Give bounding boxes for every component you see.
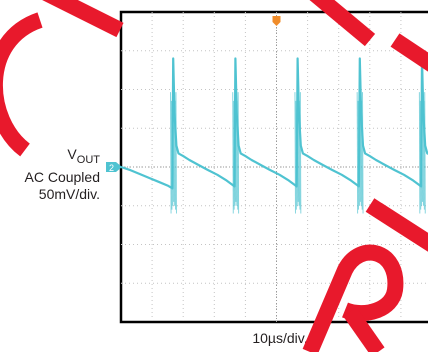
y-axis-label-line2: AC Coupled — [24, 168, 101, 185]
trace-spike-noise — [232, 92, 234, 214]
trace-line — [120, 57, 428, 190]
trace-spike-noise — [358, 109, 360, 206]
trace-spike-noise — [234, 118, 237, 202]
trace-spike-noise — [298, 109, 300, 206]
markers: 2 — [106, 16, 281, 173]
trace-spike-noise — [175, 92, 177, 214]
trace-spike-noise — [362, 92, 364, 214]
trace-spike-noise — [297, 118, 299, 202]
trace-spike-noise — [420, 109, 423, 206]
trace-spike-noise — [424, 92, 426, 214]
trigger-marker-icon — [272, 16, 281, 26]
trace-spike-noise — [233, 100, 235, 210]
y-axis-label: VOUT AC Coupled 50mV/div. — [0, 146, 101, 203]
trace-spike-noise — [361, 100, 363, 210]
y-axis-label-line1: VOUT — [67, 146, 100, 166]
trace-spike-noise — [356, 92, 359, 214]
trace-spike-noise — [423, 100, 425, 210]
trace-spike-noise — [422, 109, 424, 206]
trace-spike-noise — [235, 109, 238, 206]
trace-layer — [120, 57, 428, 214]
trace-spike-noise — [357, 100, 359, 210]
trace-spike-noise — [236, 100, 239, 210]
trace-spike-noise — [170, 100, 173, 210]
trace-spike-noise — [170, 92, 172, 214]
channel-ground-marker-icon — [106, 162, 122, 172]
trace-spike-noise — [294, 92, 296, 214]
trace-spike-noise — [173, 109, 176, 206]
trace-spike-noise — [234, 109, 236, 206]
trace-spike-noise — [237, 92, 240, 214]
y-axis-label-line3: 50mV/div. — [38, 185, 100, 202]
trace-spike-noise — [296, 109, 298, 206]
trace-spike-noise — [421, 118, 423, 202]
trace-spike-noise — [299, 92, 302, 214]
trace-spike-noise — [295, 100, 297, 210]
trace-spike-noise — [419, 100, 422, 210]
trace-spike-noise — [298, 100, 301, 210]
trace-spike-noise — [360, 109, 362, 206]
trace-spike-noise — [172, 118, 175, 202]
x-axis-label: 10µs/div. — [252, 330, 308, 346]
trace-spike-noise — [418, 92, 421, 214]
trace-spike-noise — [174, 100, 176, 210]
trace-spike-noise — [171, 109, 174, 206]
trace-spike-noise — [359, 118, 361, 202]
channel-ground-marker-label: 2 — [109, 163, 114, 173]
